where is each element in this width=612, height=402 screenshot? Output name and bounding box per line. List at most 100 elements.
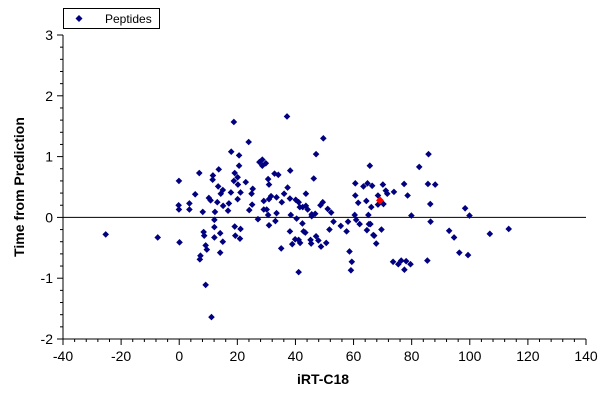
x-axis-title: iRT-C18	[297, 371, 349, 387]
x-tick-label: -40	[53, 348, 73, 364]
data-point	[346, 248, 353, 255]
data-point	[272, 217, 279, 225]
data-point	[216, 249, 224, 256]
data-point	[402, 257, 410, 265]
data-point	[378, 226, 385, 233]
data-point	[259, 156, 266, 163]
data-point	[234, 181, 242, 188]
data-point	[450, 234, 458, 241]
data-point	[248, 201, 256, 208]
data-point	[283, 113, 291, 120]
data-point	[424, 257, 431, 264]
axes	[62, 35, 586, 340]
data-point	[275, 171, 282, 179]
data-point	[352, 216, 360, 224]
data-point	[310, 175, 318, 182]
y-tick-label: 2	[45, 88, 53, 104]
data-point	[203, 246, 211, 253]
data-point	[293, 215, 300, 222]
data-point	[230, 118, 238, 126]
data-point	[265, 195, 273, 203]
data-point	[287, 211, 295, 219]
data-point	[264, 175, 272, 183]
data-point	[186, 206, 193, 213]
data-point	[295, 268, 302, 276]
data-point	[224, 207, 232, 215]
data-point	[278, 198, 286, 206]
x-tick-label: 140	[574, 348, 598, 364]
data-point	[370, 232, 378, 239]
data-point	[209, 172, 217, 179]
data-point	[292, 196, 300, 204]
data-point	[195, 169, 203, 177]
data-point	[389, 258, 397, 266]
y-axis-ticks: -2 -1 0 1 2 3	[41, 27, 63, 347]
data-point	[248, 190, 255, 197]
data-point	[401, 266, 408, 273]
data-point	[351, 192, 359, 199]
data-point	[267, 192, 275, 200]
highlighted-data-point	[375, 196, 384, 205]
data-point	[219, 202, 227, 210]
data-point	[280, 190, 288, 197]
data-point	[235, 152, 243, 159]
data-point	[390, 188, 398, 196]
data-point	[304, 206, 311, 213]
data-point	[426, 200, 434, 208]
data-point	[199, 208, 207, 216]
data-point	[382, 187, 390, 194]
data-point	[214, 183, 222, 190]
data-point	[237, 189, 244, 196]
legend-label: Peptides	[105, 12, 152, 26]
data-point	[319, 198, 327, 206]
data-point	[374, 192, 382, 199]
data-point	[291, 235, 299, 243]
data-point	[208, 313, 215, 321]
data-point	[264, 211, 272, 219]
data-point	[175, 201, 182, 209]
data-point	[330, 218, 337, 225]
data-point	[351, 180, 359, 187]
data-point	[234, 173, 241, 181]
x-tick-label: 20	[230, 348, 246, 364]
data-point	[230, 177, 238, 185]
y-axis-title: Time from Prediction	[11, 117, 27, 257]
data-point	[296, 239, 304, 247]
data-point	[245, 206, 253, 214]
data-point	[202, 281, 209, 289]
data-point	[364, 180, 371, 187]
data-point	[234, 195, 241, 203]
data-point	[271, 170, 278, 177]
data-point	[372, 240, 380, 247]
x-tick-label: -20	[111, 348, 131, 364]
data-point	[231, 232, 239, 239]
data-point	[196, 256, 204, 263]
data-point	[211, 223, 218, 231]
data-point	[207, 197, 214, 204]
x-tick-label: 0	[175, 348, 183, 364]
data-point	[200, 232, 208, 239]
data-point	[425, 150, 432, 158]
data-point	[397, 257, 405, 264]
data-point	[254, 215, 262, 223]
y-tick-label: 0	[45, 209, 53, 225]
data-point	[308, 212, 316, 220]
data-point	[395, 260, 402, 268]
data-point	[344, 218, 352, 225]
data-point	[367, 203, 375, 211]
data-point	[360, 183, 367, 190]
data-point	[219, 238, 227, 246]
data-point	[363, 226, 371, 234]
data-point	[427, 218, 434, 225]
data-point	[445, 227, 453, 235]
data-point	[383, 190, 391, 197]
x-tick-label: 80	[404, 348, 420, 364]
data-point	[415, 163, 423, 171]
data-points	[102, 113, 513, 321]
y-tick-label: -1	[41, 270, 54, 286]
data-point	[288, 240, 296, 248]
data-point	[227, 189, 235, 196]
data-point	[154, 234, 162, 241]
y-tick-label: 3	[45, 27, 53, 43]
